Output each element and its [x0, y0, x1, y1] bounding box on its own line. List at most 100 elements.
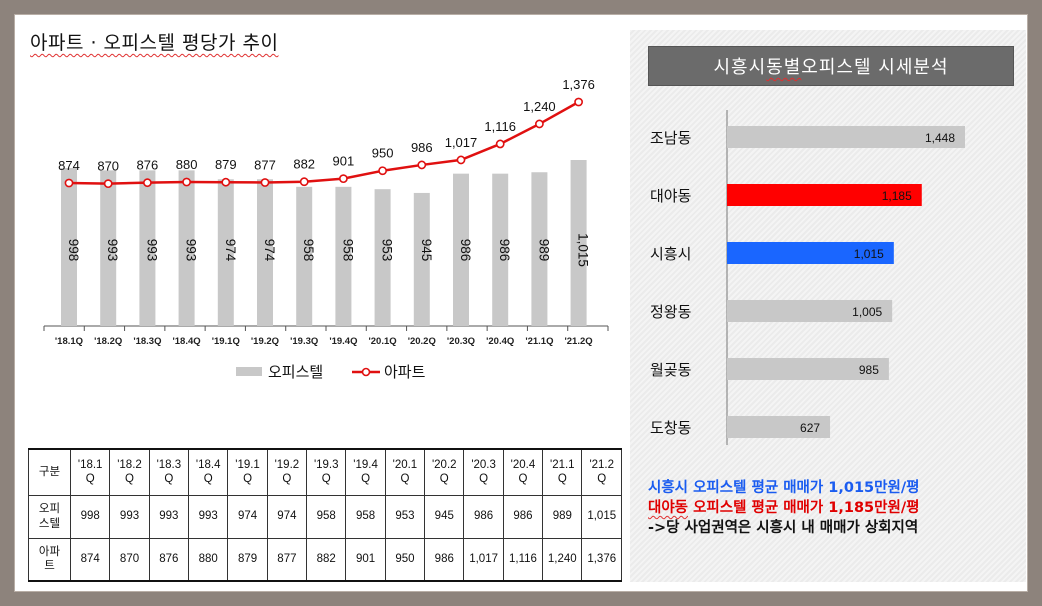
table-cell: 1,376 [581, 537, 622, 582]
line-point-apartment [378, 166, 387, 176]
line-value-label: 1,376 [562, 77, 595, 92]
summary-average: 시흥시 오피스텔 평균 매매가 1,015만원/평 [648, 480, 920, 496]
district-label: 시흥시 [650, 245, 691, 263]
bar-officetel [100, 170, 117, 326]
line-value-label: 880 [176, 157, 198, 172]
x-tick-label: '19.4Q [329, 336, 357, 347]
line-value-label: 876 [137, 158, 159, 173]
line-apartment [68, 100, 580, 185]
table-cell: 880 [188, 537, 229, 582]
table-cell: 874 [69, 537, 111, 582]
bar-officetel [217, 179, 234, 326]
table-column-header: '21.1 Q [542, 448, 583, 496]
table-cell: 901 [345, 537, 386, 582]
line-point-apartment [574, 97, 583, 107]
table-column-header: '19.1 Q [227, 448, 268, 496]
line-value-label: 986 [411, 140, 433, 155]
line-point-apartment [260, 178, 270, 187]
district-label: 대야동 [650, 187, 692, 205]
district-label: 월곶동 [650, 361, 692, 379]
summary-daeya: 대야동 오피스텔 평균 매매가 1,185만원/평 [648, 498, 1020, 518]
legend-swatch-apartment-point [361, 367, 371, 377]
table-cell: 974 [266, 494, 308, 539]
district-bar [727, 126, 965, 148]
trend-chart: '18.1Q 998 '18.2Q 993 '18.3Q 993 '18.4Q 993 '19.… [43, 77, 609, 381]
bar-value-label: 993 [184, 239, 199, 262]
table-header-row: 구분 '18.1 Q '18.2 Q '18.3 Q '18.4 Q '19.1 Q '19.2 Q '1… [28, 448, 622, 496]
district-label: 도창동 [650, 419, 692, 437]
bar-officetel [296, 186, 313, 326]
table-cell: 958 [345, 494, 386, 539]
line-point-apartment [299, 177, 309, 187]
line-value-label: 950 [372, 146, 394, 161]
table-cell: 950 [384, 537, 426, 582]
table-cell: 877 [266, 537, 308, 582]
table-cell: 1,017 [463, 537, 504, 582]
bar-value-label: 993 [144, 239, 159, 262]
district-bar [727, 184, 922, 206]
line-point-apartment [182, 177, 191, 187]
table-cell: 1,116 [502, 537, 544, 582]
line-point-apartment [338, 174, 348, 184]
table-cell: 998 [69, 494, 111, 539]
district-bar [727, 300, 893, 322]
bar-value-label: 989 [536, 239, 551, 262]
x-tick-label: '18.4Q [173, 336, 201, 347]
line-value-label: 1,017 [445, 135, 478, 150]
table-body: 오피 스텔 998 993 993 993 974 974 958 958 953 945 986 986… [28, 494, 622, 582]
district-bar-chart: 조남동 1,448 대야동 1,185 시흥시 1,015 정왕동 1,005 월곶동 985 도창… [650, 110, 965, 445]
district-value-label: 1,185 [882, 189, 912, 203]
title-part: 오피스텔 시세분석 [801, 57, 949, 78]
district-value-label: 1,005 [852, 305, 882, 319]
line-point-apartment [495, 139, 505, 149]
table-cell: 870 [109, 537, 150, 582]
line-point-apartment [456, 155, 466, 165]
bar-officetel [492, 173, 509, 326]
table-cell: 1,015 [581, 494, 622, 539]
table-column-header: '21.2 Q [581, 448, 622, 496]
bar-officetel [61, 168, 77, 326]
line-point-apartment [64, 178, 74, 188]
bar-officetel [531, 172, 548, 326]
table-column-header: '20.1 Q [384, 448, 426, 496]
line-value-label: 877 [254, 158, 276, 173]
table-cell: 986 [463, 494, 504, 539]
table-cell: 993 [148, 494, 190, 539]
table-cell: 879 [227, 537, 268, 582]
x-tick-label: '20.1Q [369, 336, 397, 347]
district-label: 정왕동 [650, 303, 692, 321]
table-cell: 989 [542, 494, 583, 539]
district-bar [727, 358, 889, 380]
table-column-header: '20.2 Q [424, 448, 465, 496]
district-value-label: 985 [859, 363, 879, 377]
table-column-header: '19.2 Q [266, 448, 308, 496]
line-value-label: 874 [58, 158, 80, 173]
x-tick-label: '18.2Q [94, 336, 122, 347]
table-cell: 882 [306, 537, 347, 582]
table-cell: 958 [306, 494, 347, 539]
table-cell: 945 [424, 494, 465, 539]
table-cell: 953 [384, 494, 426, 539]
bar-officetel [335, 186, 352, 326]
x-tick-label: '19.2Q [251, 336, 279, 347]
x-tick-label: '21.2Q [565, 336, 593, 347]
line-point-apartment [535, 119, 544, 129]
bar-officetel [453, 173, 469, 326]
trend-chart-title: 아파트 · 오피스텔 평당가 추이 [30, 32, 279, 54]
district-chart-title: 시흥시 동별 오피스텔 시세분석 [648, 46, 1014, 86]
bar-officetel [413, 192, 430, 326]
legend-label-officetel: 오피스텔 [268, 363, 323, 381]
district-value-label: 627 [800, 421, 820, 435]
table-row: 오피 스텔 998 993 993 993 974 974 958 958 953 945 986 986… [28, 494, 622, 539]
x-tick-label: '21.1Q [525, 336, 553, 347]
legend-label-apartment: 아파트 [384, 363, 426, 381]
bar-value-label: 953 [380, 239, 395, 262]
table-header-cell: 구분 [28, 448, 71, 496]
table-cell: 876 [148, 537, 190, 582]
table-column-header: '20.4 Q [502, 448, 544, 496]
x-tick-label: '18.1Q [55, 336, 83, 347]
x-tick-label: '20.3Q [447, 336, 475, 347]
table-column-header: '18.1 Q [69, 448, 111, 496]
line-value-label: 1,240 [523, 99, 556, 114]
line-point-apartment [143, 178, 152, 188]
